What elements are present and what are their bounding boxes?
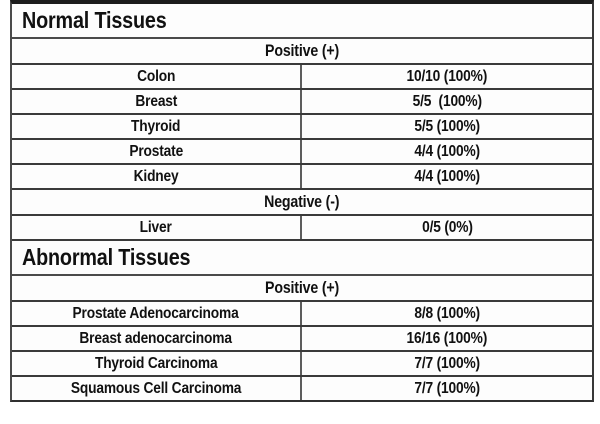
tissue-name-cell: Prostate: [12, 140, 302, 163]
tissue-value-cell: 0/5 (0%): [302, 216, 592, 239]
tissue-value: 16/16 (100%): [406, 330, 488, 347]
tissue-name-cell: Breast adenocarcinoma: [12, 327, 302, 350]
tissue-name-cell: Liver: [12, 216, 302, 239]
tissue-name: Breast: [135, 93, 177, 110]
tissue-value: 4/4 (100%): [414, 143, 480, 160]
tissue-value: 5/5 (100%): [412, 93, 482, 110]
subheader-negative: Negative (-): [12, 190, 592, 216]
section-title-abnormal-tissues: Abnormal Tissues: [12, 241, 592, 276]
table-row: Prostate Adenocarcinoma 8/8 (100%): [12, 302, 592, 327]
table-row: Prostate 4/4 (100%): [12, 140, 592, 165]
table-row: Breast adenocarcinoma 16/16 (100%): [12, 327, 592, 352]
tissue-name-cell: Breast: [12, 90, 302, 113]
tissue-value-cell: 16/16 (100%): [302, 327, 592, 350]
tissue-value-cell: 4/4 (100%): [302, 140, 592, 163]
table-row: Liver 0/5 (0%): [12, 216, 592, 241]
tissue-value-cell: 4/4 (100%): [302, 165, 592, 188]
subheader-label: Positive (+): [264, 42, 340, 60]
tissue-name: Breast adenocarcinoma: [79, 330, 233, 347]
tissue-value-cell: 8/8 (100%): [302, 302, 592, 325]
tissue-value: 5/5 (100%): [414, 118, 480, 135]
tissue-value-cell: 5/5 (100%): [302, 115, 592, 138]
tissue-name-cell: Kidney: [12, 165, 302, 188]
tissue-name: Kidney: [133, 168, 179, 185]
tissue-value: 10/10 (100%): [406, 68, 488, 85]
tissue-name-cell: Thyroid Carcinoma: [12, 352, 302, 375]
tissue-name-cell: Squamous Cell Carcinoma: [12, 377, 302, 400]
tissue-name: Thyroid: [131, 118, 181, 135]
tissue-name: Prostate: [129, 143, 183, 160]
table-row: Kidney 4/4 (100%): [12, 165, 592, 190]
tissue-value-cell: 10/10 (100%): [302, 65, 592, 88]
section-title-label: Normal Tissues: [22, 7, 167, 33]
tissue-value: 0/5 (0%): [421, 219, 473, 236]
tissue-name-cell: Colon: [12, 65, 302, 88]
tissue-value: 8/8 (100%): [414, 305, 480, 322]
tissue-reactivity-table: Normal Tissues Positive (+) Colon 10/10 …: [10, 0, 594, 402]
table-row: Squamous Cell Carcinoma 7/7 (100%): [12, 377, 592, 400]
table-row: Breast 5/5 (100%): [12, 90, 592, 115]
tissue-name-cell: Thyroid: [12, 115, 302, 138]
tissue-value-cell: 7/7 (100%): [302, 352, 592, 375]
tissue-value: 4/4 (100%): [414, 168, 480, 185]
tissue-name: Squamous Cell Carcinoma: [70, 380, 242, 397]
tissue-name: Liver: [139, 219, 173, 236]
tissue-value-cell: 5/5 (100%): [302, 90, 592, 113]
tissue-name-cell: Prostate Adenocarcinoma: [12, 302, 302, 325]
table-row: Thyroid Carcinoma 7/7 (100%): [12, 352, 592, 377]
tissue-value: 7/7 (100%): [414, 380, 480, 397]
table-row: Thyroid 5/5 (100%): [12, 115, 592, 140]
tissue-value: 7/7 (100%): [414, 355, 480, 372]
subheader-label: Negative (-): [264, 193, 340, 211]
tissue-name: Thyroid Carcinoma: [94, 355, 218, 372]
subheader-positive-abnormal: Positive (+): [12, 276, 592, 302]
tissue-name: Colon: [136, 68, 176, 85]
section-title-label: Abnormal Tissues: [22, 244, 191, 270]
table-row: Colon 10/10 (100%): [12, 65, 592, 90]
subheader-positive: Positive (+): [12, 39, 592, 65]
subheader-label: Positive (+): [264, 279, 340, 297]
tissue-value-cell: 7/7 (100%): [302, 377, 592, 400]
section-title-normal-tissues: Normal Tissues: [12, 4, 592, 39]
tissue-name: Prostate Adenocarcinoma: [72, 305, 240, 322]
